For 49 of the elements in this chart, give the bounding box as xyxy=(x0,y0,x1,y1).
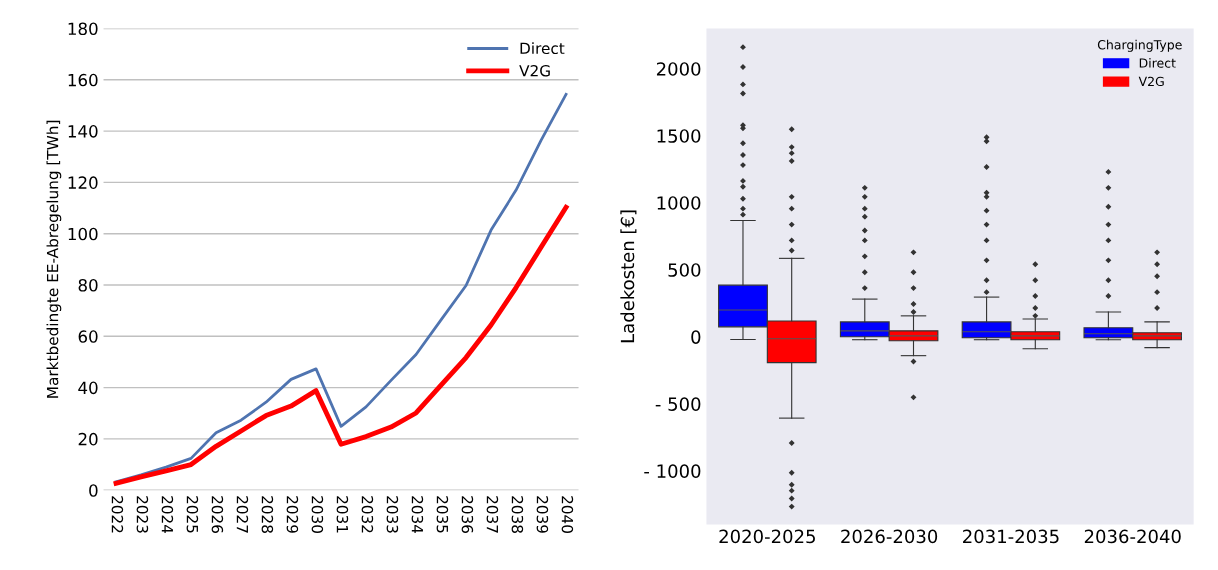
y-tick-label: 60 xyxy=(78,330,98,343)
x-tick-label: 2029 xyxy=(286,496,299,533)
x-tick-label: 2031 xyxy=(336,496,349,533)
y-tick-label: 80 xyxy=(78,278,98,292)
x-tick-label: 2036-2040 xyxy=(1084,529,1181,544)
x-tick-label: 2027 xyxy=(236,496,249,533)
x-tick-label: 2037 xyxy=(486,496,499,533)
y-axis-title: Ladekosten [€] xyxy=(620,210,637,343)
y-tick-label: 2000 xyxy=(656,62,701,76)
legend-label: V2G xyxy=(1138,76,1164,87)
legend-title: ChargingType xyxy=(1097,39,1182,52)
y-tick-label: 140 xyxy=(68,125,98,138)
y-tick-label: 1000 xyxy=(657,196,701,210)
y-tick-label: 500 xyxy=(668,263,701,277)
x-tick-label: 2033 xyxy=(386,496,399,533)
legend-label: Direct xyxy=(520,42,565,55)
line-series xyxy=(113,204,569,486)
y-tick-label: 180 xyxy=(68,22,98,36)
y-axis-title: Marktbedingte EE-Abregelung [TWh] xyxy=(46,120,62,398)
x-tick-label: 2022 xyxy=(111,496,124,533)
y-tick-label: - 1000 xyxy=(644,464,701,478)
x-tick-label: 2028 xyxy=(261,496,274,533)
y-tick-label: 40 xyxy=(78,381,98,395)
x-tick-label: 2024 xyxy=(161,496,174,534)
x-tick-label: 2034 xyxy=(411,496,424,534)
x-tick-label: 2039 xyxy=(536,496,549,533)
legend-label: V2G xyxy=(519,64,550,77)
x-tick-label: 2026 xyxy=(211,496,224,533)
x-tick-label: 2035 xyxy=(436,496,449,533)
y-tick-label: 160 xyxy=(68,73,98,87)
y-tick-label: 120 xyxy=(68,176,98,189)
x-tick-label: 2030 xyxy=(311,496,324,533)
x-tick-label: 2026-2030 xyxy=(841,529,938,544)
y-tick-label: 0 xyxy=(89,484,98,497)
x-tick-label: 2036 xyxy=(461,496,474,533)
y-tick-label: 20 xyxy=(78,432,98,446)
y-tick-label: 100 xyxy=(68,227,98,241)
x-tick-label: 2023 xyxy=(136,496,149,533)
y-tick-label: - 500 xyxy=(655,397,701,411)
x-tick-label: 2032 xyxy=(361,496,374,533)
line-series xyxy=(114,93,568,484)
x-tick-label: 2020-2025 xyxy=(719,529,815,544)
legend-label: Direct xyxy=(1139,58,1176,68)
y-tick-label: 0 xyxy=(691,330,701,344)
x-tick-label: 2040 xyxy=(561,496,574,533)
x-tick-label: 2038 xyxy=(511,496,524,533)
x-tick-label: 2025 xyxy=(186,496,199,533)
x-tick-label: 2031-2035 xyxy=(963,529,1059,544)
y-tick-label: 1500 xyxy=(657,129,701,143)
